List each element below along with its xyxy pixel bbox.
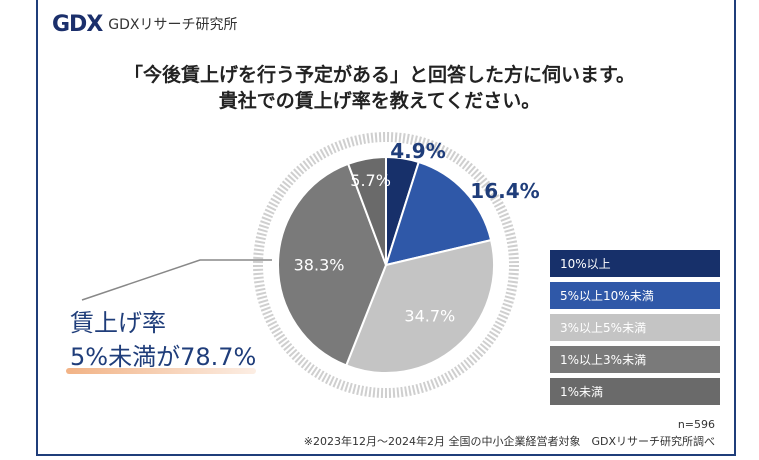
chart-title-line2: 貴社での賃上げ率を教えてください。	[218, 90, 541, 112]
pie-slice-4	[346, 155, 387, 266]
source-note: ※2023年12月～2024年2月 全国の中小企業経営者対象 GDXリサーチ研究…	[303, 435, 715, 448]
logo-mark: GDX	[52, 11, 103, 37]
brand-logo: GDX GDXリサーチ研究所	[52, 10, 238, 38]
slice-label-1: 16.4%	[470, 179, 539, 203]
legend-item-0: 10%以上	[550, 250, 720, 277]
chart-frame	[36, 0, 736, 456]
slice-label-0: 4.9%	[390, 139, 445, 163]
legend-item-1: 5%以上10%未満	[550, 282, 720, 309]
pie-slice-1	[384, 160, 493, 267]
callout: 賃上げ率 5%未満が78.7%	[70, 306, 256, 374]
legend-item-3: 1%以上3%未満	[550, 346, 720, 373]
callout-line1: 賃上げ率	[70, 309, 166, 337]
brand-name: GDXリサーチ研究所	[108, 17, 238, 33]
chart-title-line1: 「今後賃上げを行う予定がある」と回答した方に伺います。	[123, 64, 636, 86]
pie-slice-3	[277, 162, 388, 367]
legend-item-2: 3%以上5%未満	[550, 314, 720, 341]
sample-size: n=596	[677, 418, 715, 431]
slice-label-2: 34.7%	[404, 307, 455, 326]
legend-item-4: 1%未満	[550, 378, 720, 405]
callout-line2: 5%未満が78.7%	[70, 343, 257, 371]
callout-leader-line	[81, 259, 272, 301]
slice-label-4: 5.7%	[350, 171, 391, 190]
decorative-ring	[253, 132, 519, 398]
legend: 10%以上 5%以上10%未満 3%以上5%未満 1%以上3%未満 1%未満	[550, 250, 720, 410]
callout-highlight	[66, 368, 256, 374]
slice-label-3: 38.3%	[294, 255, 345, 274]
